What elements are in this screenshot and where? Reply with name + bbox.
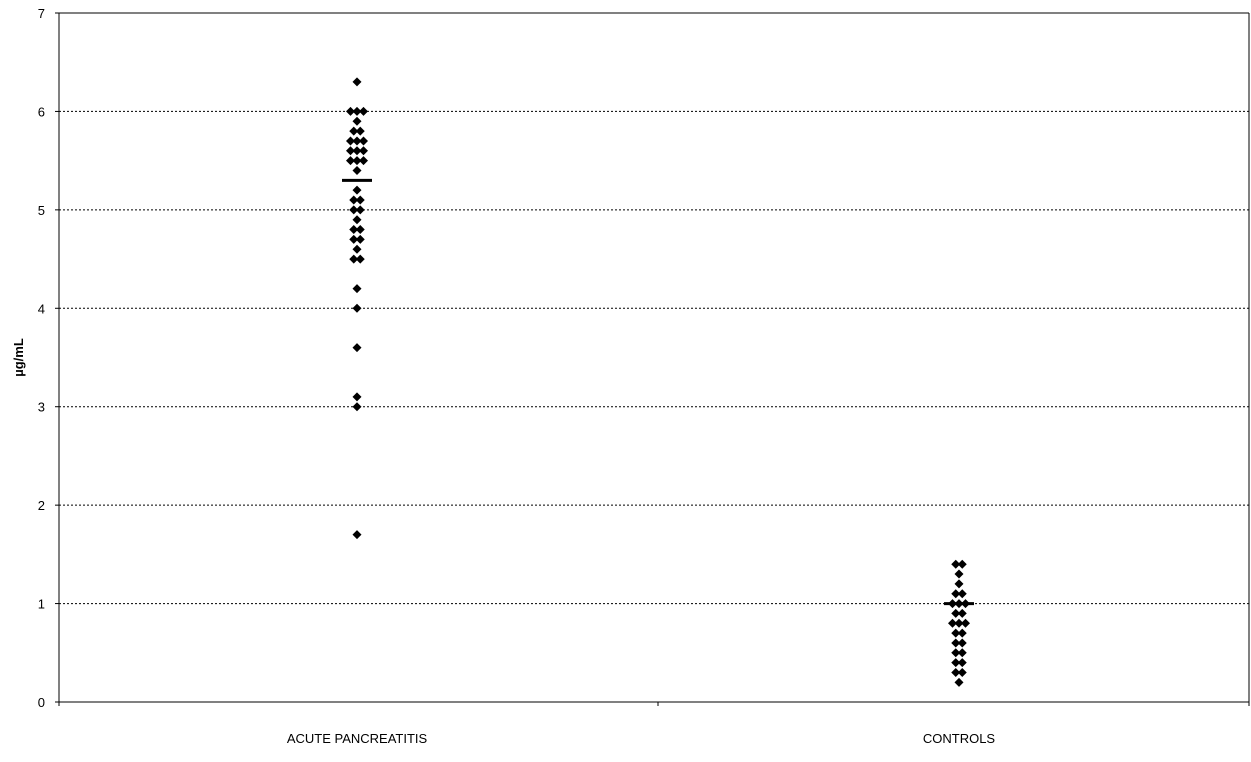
data-point [954, 618, 964, 628]
data-point [352, 244, 362, 254]
data-point [957, 628, 967, 638]
gridlines [59, 110, 1249, 605]
category-label: ACUTE PANCREATITIS [287, 731, 428, 746]
data-point [352, 402, 362, 412]
axes [55, 12, 1250, 706]
data-point [352, 165, 362, 175]
data-point [349, 225, 359, 235]
data-point [349, 205, 359, 215]
data-point [954, 569, 964, 579]
data-point [349, 254, 359, 264]
data-point [957, 608, 967, 618]
data-point [346, 136, 355, 146]
median-markers [342, 178, 974, 606]
data-point [951, 589, 961, 599]
y-tick-label: 1 [38, 597, 45, 612]
data-point [355, 225, 365, 235]
data-point [957, 559, 967, 569]
data-point [355, 205, 365, 215]
data-point [349, 195, 359, 205]
data-point [352, 146, 362, 156]
category-label: CONTROLS [923, 731, 996, 746]
data-point [352, 530, 362, 540]
data-point [355, 126, 365, 136]
data-point [346, 106, 355, 116]
data-point [355, 234, 365, 244]
y-axis-title: µg/mL [11, 338, 26, 377]
data-point [355, 254, 365, 264]
data-point [355, 195, 365, 205]
y-tick-label: 4 [38, 301, 45, 316]
data-point [359, 106, 368, 116]
data-point [951, 658, 961, 668]
data-point [359, 156, 368, 166]
data-point [352, 185, 362, 195]
data-point [352, 303, 362, 313]
data-point [957, 667, 967, 677]
y-tick-label: 0 [38, 695, 45, 710]
data-point [957, 589, 967, 599]
data-point [951, 628, 961, 638]
y-tick-label: 5 [38, 203, 45, 218]
y-tick-label: 3 [38, 400, 45, 415]
data-point [352, 215, 362, 225]
y-tick-label: 7 [38, 6, 45, 21]
data-point [349, 234, 359, 244]
data-point [957, 638, 967, 648]
data-point [961, 618, 970, 628]
data-point [951, 648, 961, 658]
data-point [346, 146, 355, 156]
category-labels: ACUTE PANCREATITIS CONTROLS [287, 731, 996, 746]
data-point [951, 608, 961, 618]
data-point [352, 136, 362, 146]
data-point [359, 136, 368, 146]
data-point [352, 106, 362, 116]
data-point [951, 667, 961, 677]
data-point [957, 648, 967, 658]
data-point [352, 284, 362, 294]
data-points [346, 77, 970, 687]
data-point [352, 392, 362, 402]
data-point [352, 116, 362, 126]
data-point [957, 658, 967, 668]
data-point [951, 638, 961, 648]
data-point [954, 677, 964, 687]
y-tick-label: 6 [38, 104, 45, 119]
data-point [352, 156, 362, 166]
data-point [346, 156, 355, 166]
data-point [954, 579, 964, 589]
data-point [349, 126, 359, 136]
data-point [948, 618, 957, 628]
data-point [951, 559, 961, 569]
data-point [352, 343, 362, 353]
y-tick-label: 2 [38, 498, 45, 513]
data-point [352, 77, 362, 87]
y-tick-labels: 0 1 2 3 4 5 6 7 [38, 6, 45, 710]
data-point [359, 146, 368, 156]
